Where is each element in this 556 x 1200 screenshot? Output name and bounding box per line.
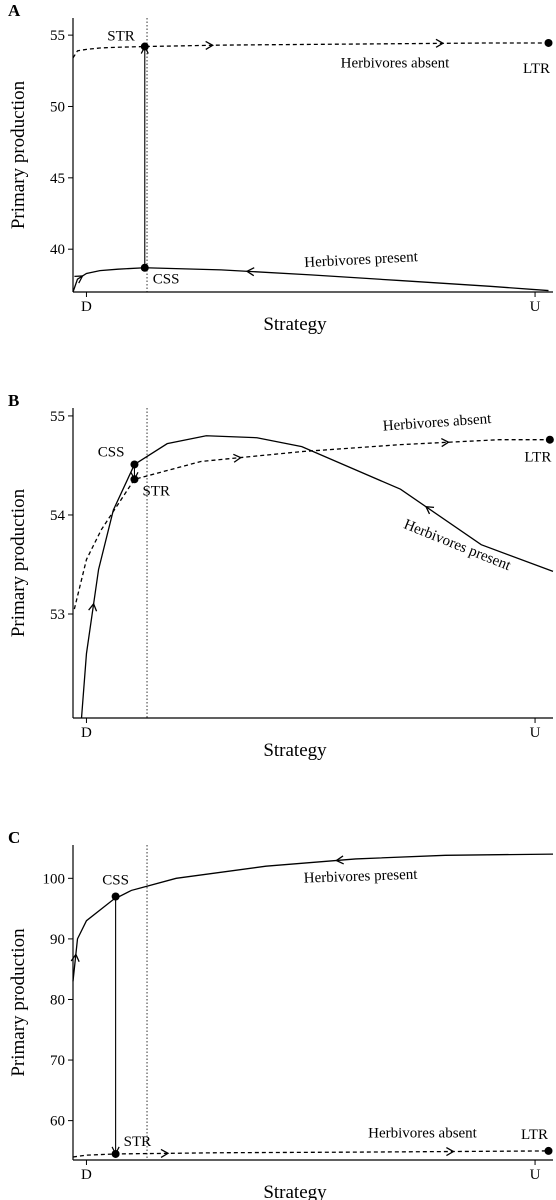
y-tick-label: 45	[50, 171, 65, 187]
direction-arrow	[160, 1148, 170, 1158]
x-axis-label: Strategy	[263, 314, 327, 335]
series-line	[73, 439, 550, 610]
panel: A 40 45 50 55 D U Primary production Strategy Her…	[8, 1, 553, 335]
x-tick-label: U	[530, 725, 541, 741]
x-tick-label: U	[530, 299, 541, 315]
series-name: Herbivores absent	[368, 1126, 478, 1142]
x-tick-label: D	[81, 725, 92, 741]
point	[111, 1149, 120, 1158]
point	[111, 892, 120, 901]
point	[544, 1146, 553, 1155]
y-tick-label: 53	[50, 607, 65, 623]
direction-arrow	[335, 855, 344, 865]
point-label: STR	[124, 1134, 152, 1150]
y-axis-label: Primary production	[8, 488, 29, 637]
x-axis-label: Strategy	[263, 740, 327, 761]
direction-arrow	[424, 505, 435, 515]
point-label: LTR	[524, 450, 551, 466]
panel-label: C	[8, 828, 20, 847]
point	[544, 38, 553, 47]
series-name: Herbivores present	[401, 517, 513, 575]
x-tick-label: D	[81, 299, 92, 315]
direction-arrow	[446, 1146, 455, 1157]
y-tick-label: 40	[50, 242, 65, 258]
series-line	[80, 435, 554, 719]
x-tick-label: D	[81, 1167, 92, 1183]
point-label: CSS	[102, 872, 129, 888]
series-line	[72, 1150, 549, 1158]
panel-label: A	[8, 1, 21, 20]
point-label: LTR	[523, 61, 550, 77]
panel-label: B	[8, 391, 19, 410]
direction-arrow	[74, 275, 84, 284]
direction-arrow	[233, 453, 243, 463]
point	[130, 475, 139, 484]
x-axis-label: Strategy	[263, 1182, 327, 1200]
point	[130, 460, 139, 469]
series-name: Herbivores present	[303, 867, 418, 887]
y-tick-label: 90	[50, 932, 65, 948]
direction-arrow	[88, 602, 98, 612]
series-name: Herbivores absent	[382, 411, 492, 435]
y-tick-label: 55	[50, 28, 65, 44]
y-tick-label: 50	[50, 99, 65, 115]
y-axis-label: Primary production	[8, 80, 29, 229]
point-label: CSS	[153, 272, 180, 288]
y-tick-label: 100	[43, 871, 66, 887]
direction-arrow	[205, 40, 215, 50]
x-tick-label: U	[530, 1167, 541, 1183]
series-line	[72, 853, 554, 982]
point-label: STR	[142, 483, 170, 499]
point-label: LTR	[521, 1127, 548, 1143]
y-tick-label: 60	[50, 1114, 65, 1130]
y-tick-label: 70	[50, 1053, 65, 1069]
direction-arrow	[70, 953, 80, 963]
point	[545, 435, 554, 444]
direction-arrow	[441, 437, 450, 448]
y-tick-label: 54	[50, 508, 66, 524]
direction-arrow	[435, 38, 445, 48]
point	[140, 42, 149, 51]
panel: B 53 54 55 D U Primary production Strategy Herbi…	[8, 391, 554, 761]
y-tick-label: 80	[50, 992, 65, 1008]
series-name: Herbivores absent	[341, 56, 451, 72]
point-label: STR	[107, 29, 135, 45]
point-label: CSS	[98, 444, 125, 460]
y-tick-label: 55	[50, 409, 65, 425]
series-line	[72, 42, 549, 59]
point	[140, 263, 149, 272]
y-axis-label: Primary production	[8, 928, 29, 1077]
direction-arrow	[245, 267, 255, 277]
series-name: Herbivores present	[304, 249, 419, 271]
panel: C 60 70 80 90 100 D U Primary production Strategy…	[8, 828, 554, 1200]
